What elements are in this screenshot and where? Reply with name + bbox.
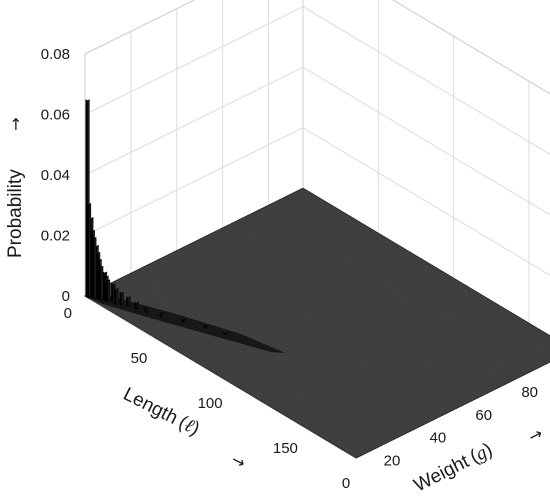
y-tick-label: 20 <box>384 452 401 469</box>
gridline-backwall-prob <box>85 67 303 175</box>
histogram-bar-side <box>146 307 148 313</box>
gridline-backwall-prob <box>85 7 303 115</box>
y-tick-label: 40 <box>430 430 447 447</box>
histogram-bar-side <box>101 266 103 300</box>
histogram-bar-side <box>121 292 123 305</box>
x-tick-label: 50 <box>131 350 148 367</box>
histogram-bar-side <box>89 204 91 299</box>
z-axis-arrow: → <box>6 117 25 130</box>
x-axis-label-text: Length <box>120 384 181 429</box>
gridline-sidewall-prob <box>303 7 550 169</box>
histogram-bar-side <box>108 280 110 302</box>
gridline-backwall-prob <box>85 0 303 54</box>
box-top-edge <box>85 0 550 108</box>
z-tick-label: 0 <box>62 288 70 305</box>
gridline-sidewall-prob <box>303 0 550 108</box>
x-axis-label: Length(ℓ) <box>120 384 203 440</box>
y-axis-label: Weight(g) <box>411 439 496 496</box>
z-tick-label: 0.02 <box>41 228 70 245</box>
y-tick-label: 60 <box>475 407 492 424</box>
y-tick-label: 0 <box>342 475 350 492</box>
z-axis-label: Probability <box>5 169 26 258</box>
y-axis-arrow: → <box>525 424 546 447</box>
z-tick-label: 0.08 <box>41 46 70 63</box>
x-tick-label: 0 <box>64 305 72 322</box>
y-tick-label: 80 <box>521 384 538 401</box>
z-tick-label: 0.06 <box>41 107 70 124</box>
histogram-bar-side <box>161 313 163 317</box>
y-axis-label-text: Weight <box>411 451 474 497</box>
histogram-bar-side <box>128 297 130 307</box>
histogram-bar-side <box>116 288 118 304</box>
x-tick-label: 150 <box>273 440 298 457</box>
x-tick-label: 100 <box>198 395 223 412</box>
histogram-bar-side <box>137 302 139 309</box>
z-tick-label: 0.04 <box>41 167 70 184</box>
gridline-sidewall-prob <box>303 67 550 229</box>
x-axis-arrow: → <box>228 450 249 473</box>
histogram-bar-side <box>94 237 96 299</box>
